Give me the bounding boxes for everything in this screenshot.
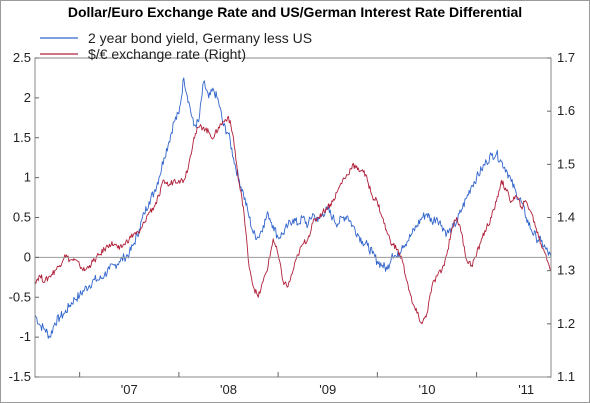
right-axis-tick-label: 1.5 [557, 156, 575, 171]
left-axis-tick-label: 0.5 [13, 210, 31, 225]
right-axis-tick-label: 1.2 [557, 316, 575, 331]
right-axis-tick-label: 1.7 [557, 50, 575, 65]
left-axis-tick-label: -1.5 [9, 369, 31, 384]
right-axis-tick-label: 1.4 [557, 210, 575, 225]
right-axis-tick-label: 1.3 [557, 263, 575, 278]
right-axis-tick-label: 1.6 [557, 103, 575, 118]
left-axis-tick-label: -1 [19, 329, 31, 344]
x-axis-tick-label: '09 [319, 382, 336, 397]
x-axis-tick-label: '08 [220, 382, 237, 397]
legend-label-bond-yield: 2 year bond yield, Germany less US [88, 30, 312, 46]
legend-label-exchange-rate: $/€ exchange rate (Right) [88, 46, 246, 62]
x-axis-tick-label: '11 [518, 382, 534, 397]
x-axis-tick-label: '07 [121, 382, 138, 397]
plot-area-frame [34, 57, 552, 378]
left-axis-tick-label: -0.5 [9, 289, 31, 304]
chart-title: Dollar/Euro Exchange Rate and US/German … [67, 4, 523, 20]
series-line-bond-yield [34, 77, 552, 339]
left-axis-tick-label: 1.5 [13, 130, 31, 145]
x-axis-tick-label: '10 [418, 382, 435, 397]
series-line-exchange-rate [34, 116, 552, 325]
left-axis-tick-label: 2.5 [13, 50, 31, 65]
left-axis-tick-label: 0 [24, 249, 31, 264]
right-axis-tick-label: 1.1 [557, 369, 575, 384]
left-axis-tick-label: 2 [24, 90, 31, 105]
left-axis-tick-label: 1 [24, 170, 31, 185]
